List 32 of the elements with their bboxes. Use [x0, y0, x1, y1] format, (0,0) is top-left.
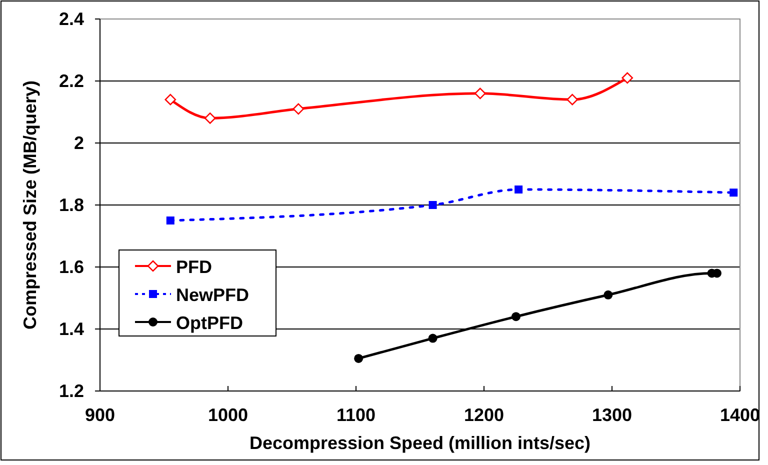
point [428, 334, 438, 343]
y-tick-label: 1.8 [58, 195, 84, 215]
legend-label: PFD [176, 257, 212, 277]
point [354, 354, 364, 363]
point [474, 88, 486, 100]
x-tick-label: 1200 [464, 405, 504, 425]
y-axis-title: Compressed Size (MB/query) [20, 80, 40, 330]
y-tick-label: 1.6 [58, 257, 84, 277]
x-tick-label: 1100 [336, 405, 376, 425]
point [604, 290, 613, 300]
point [428, 201, 437, 209]
point [566, 94, 578, 106]
legend-label: OptPFD [176, 313, 243, 333]
point [164, 94, 176, 106]
y-tick-label: 1.4 [58, 319, 84, 339]
y-tick-label: 2 [74, 133, 84, 153]
x-tick-label: 1400 [720, 405, 760, 425]
y-tick-label: 2.4 [58, 9, 84, 29]
y-tick-label: 2.2 [58, 71, 84, 91]
y-tick-label: 1.2 [58, 381, 84, 401]
x-tick-label: 900 [84, 405, 116, 425]
point [730, 188, 738, 197]
point [514, 186, 523, 194]
point [512, 312, 520, 322]
point [204, 112, 216, 124]
x-tick-label: 1300 [592, 405, 632, 425]
x-axis-title: Decompression Speed (million ints/sec) [249, 433, 591, 453]
x-tick-label: 1000 [208, 405, 248, 425]
legend-label: NewPFD [176, 285, 250, 305]
point [166, 216, 174, 224]
point [292, 103, 304, 115]
point [622, 72, 634, 84]
